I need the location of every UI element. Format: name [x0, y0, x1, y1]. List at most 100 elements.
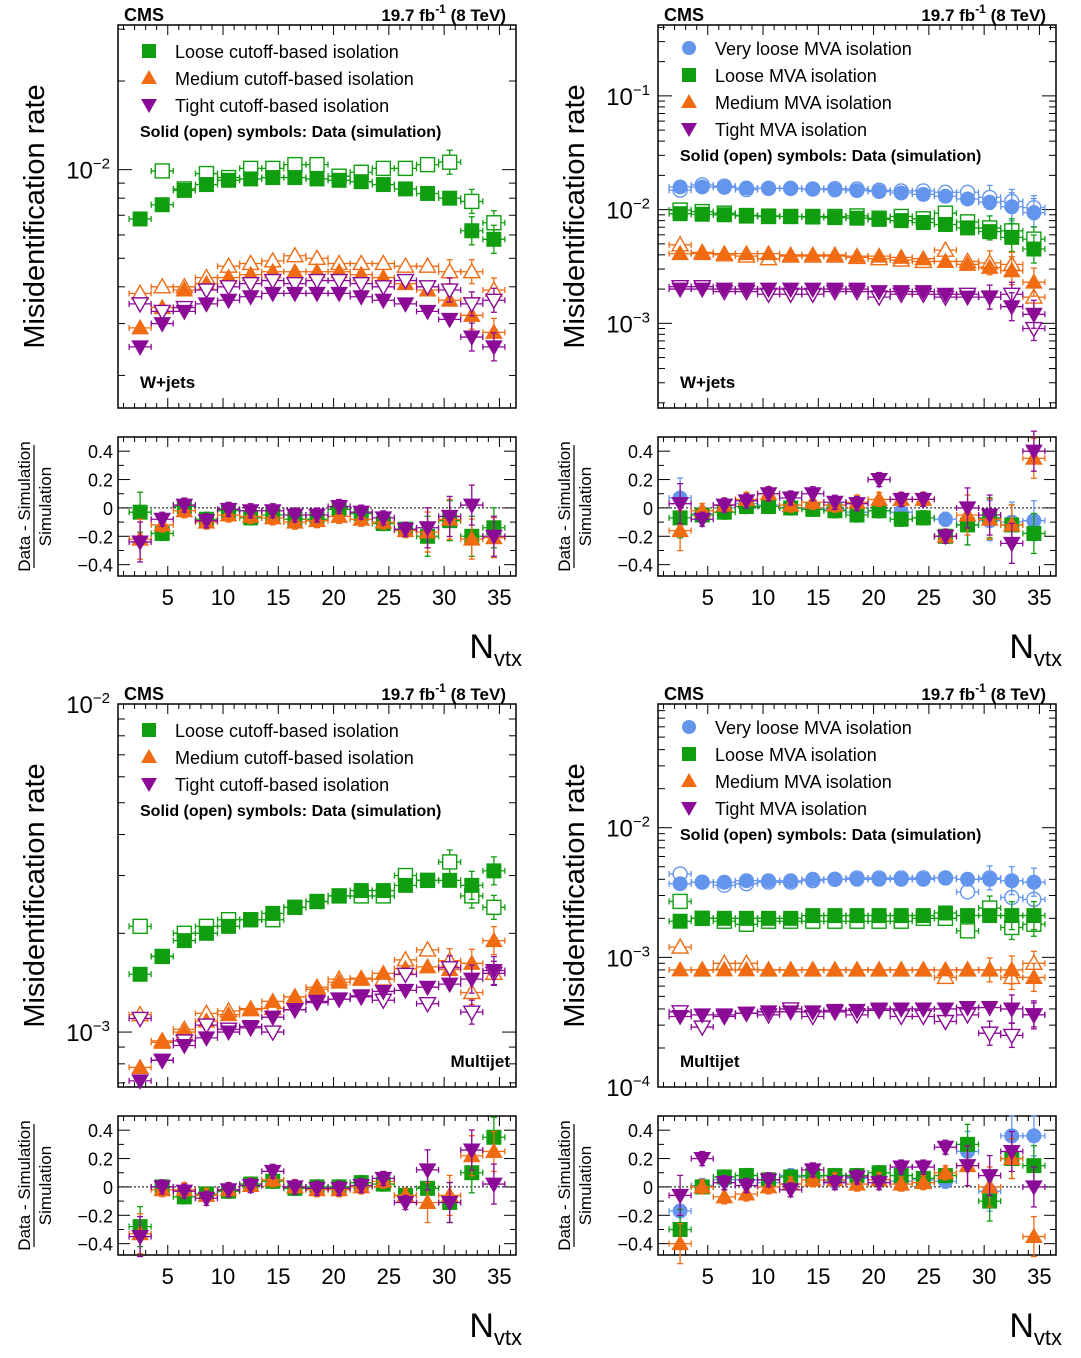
chart0-ratio-point-tight-symbol	[286, 508, 304, 525]
chart0-data-point-loose-symbol	[375, 177, 391, 193]
chart1-data-point-tight	[867, 285, 891, 301]
chart0-ratio-point-tight	[150, 511, 174, 529]
chart1-ratio-point-tight-symbol	[671, 497, 689, 513]
chart1-y-axis-title: Misidentification rate	[559, 84, 591, 348]
chart1-data-point-tight-symbol	[914, 285, 933, 301]
chart2-data-point-loose-symbol	[397, 877, 413, 893]
chart2-sim-point-tight-symbol	[263, 1025, 282, 1042]
chart2-data-point-tight-symbol	[352, 989, 371, 1005]
chart0-sim-point-medium-symbol	[307, 248, 327, 265]
chart2-ratio-point-tight	[438, 1181, 462, 1224]
chart2-data-point-tight	[305, 996, 329, 1012]
chart2-data-point-medium	[216, 1005, 241, 1022]
chart0-sim-point-loose	[460, 188, 484, 215]
chart1-data-point-loose-symbol	[1026, 241, 1042, 257]
chart0-main-frame	[117, 24, 517, 409]
chart1-region-label: W+jets	[680, 373, 735, 392]
chart1-ratio-tick-label: 0	[643, 499, 653, 519]
chart1-ratio-point-loose-symbol	[893, 511, 909, 527]
chart2-data-point-tight-symbol	[131, 1074, 149, 1090]
chart1-y-tick-label: 10−2	[606, 196, 650, 225]
chart0-sim-point-loose	[415, 156, 440, 173]
chart2-data-point-loose	[150, 948, 174, 964]
chart1-data-point-very_loose-symbol	[915, 186, 931, 202]
chart2-data-point-loose-symbol	[442, 872, 458, 888]
chart0-experiment-label: CMS	[124, 5, 164, 25]
chart0-data-point-loose-symbol	[331, 172, 347, 188]
chart2-data-point-medium	[327, 973, 351, 989]
chart1-data-point-very_loose	[933, 188, 958, 204]
chart3-x-tick-label: 10	[751, 1264, 775, 1289]
chart1-data-point-medium	[978, 258, 1002, 274]
chart2-x-tick-label: 25	[377, 1264, 401, 1289]
chart1-data-point-medium	[889, 248, 913, 264]
chart0-ratio-tick-label: −0.4	[77, 556, 113, 576]
chart2-data-point-loose	[349, 883, 373, 899]
chart0-x-tick-label: 35	[487, 585, 511, 610]
chart0-data-point-loose	[482, 224, 506, 254]
chart2-data-point-medium	[415, 957, 440, 974]
chart1-ratio-tick-label: −0.2	[617, 527, 653, 547]
chart2-lumi-label: 19.7 fb-1 (8 TeV)	[381, 681, 506, 704]
chart0-sim-point-loose	[150, 163, 174, 179]
chart0-legend-item-tight: Tight cutoff-based isolation	[141, 96, 389, 116]
chart2-data-point-tight	[150, 1053, 174, 1070]
chart0-sim-point-loose	[393, 160, 418, 177]
chart1-ratio-point-tight	[867, 471, 891, 489]
chart2-ratio-tick-label: 0	[103, 1178, 113, 1198]
chart1-data-point-very_loose	[690, 179, 714, 195]
chart2-legend-symbol-loose	[142, 723, 156, 737]
chart0-data-point-loose-symbol	[154, 197, 170, 213]
chart1-legend-item-loose: Loose MVA isolation	[682, 66, 877, 86]
chart0-ratio-tick-label: −0.2	[77, 527, 113, 547]
chart1-data-point-very_loose-symbol	[871, 184, 887, 200]
chart2-data-point-loose	[305, 894, 329, 910]
chart2-data-point-tight	[128, 1074, 152, 1090]
chart1-data-point-tight-symbol	[671, 282, 689, 299]
chart1-data-point-tight-symbol	[715, 282, 734, 299]
chart0-data-point-tight-symbol	[219, 293, 238, 310]
chart1-data-point-medium	[955, 255, 980, 271]
chart2-data-point-tight	[172, 1038, 196, 1055]
chart1-data-point-very_loose	[801, 181, 825, 197]
chart1-ratio-point-tight-symbol	[892, 492, 911, 509]
chart0-sim-point-loose-symbol	[464, 193, 480, 210]
chart1-data-point-tight	[978, 290, 1002, 307]
chart1-data-point-loose	[845, 210, 869, 226]
chart0-legend-label-medium: Medium cutoff-based isolation	[175, 69, 414, 89]
chart0-sim-point-medium-symbol	[374, 254, 393, 271]
chart0-data-point-tight	[438, 312, 462, 329]
chart2-sim-point-tight	[460, 999, 484, 1025]
chart-svg-top-left: 5 10 15 20 25 30 35 10−2 0.4 0.2 0 −0.2 −0.4 CMS 19.7 …	[15, 2, 522, 671]
chart0-region-label: W+jets	[140, 373, 195, 392]
chart2-sim-point-tight	[128, 1011, 152, 1028]
chart2-ratio-point-tight	[327, 1180, 351, 1198]
chart1-data-point-tight-symbol	[1002, 300, 1021, 316]
chart1-ratio-point-tight	[712, 497, 736, 515]
chart0-y-axis-title: Misidentification rate	[19, 84, 51, 348]
chart0-sim-point-medium	[305, 248, 329, 265]
chart0-ratio-y-title-den: Simulation	[36, 467, 55, 546]
chart1-data-point-medium	[1000, 256, 1024, 286]
chart0-sim-point-tight	[150, 304, 174, 321]
chart1-ratio-point-loose	[845, 507, 869, 523]
chart2-ratio-point-tight	[371, 1170, 395, 1188]
chart1-data-point-very_loose-symbol	[849, 183, 865, 199]
chart1-data-point-tight-symbol	[759, 282, 778, 299]
chart0-ratio-point-tight	[460, 484, 484, 526]
chart0-data-point-tight-symbol	[330, 286, 348, 303]
chart0-data-point-loose-symbol	[353, 174, 369, 190]
chart1-lumi-label: 19.7 fb-1 (8 TeV)	[921, 2, 1046, 25]
chart2-data-point-medium	[261, 992, 285, 1008]
chart2-data-point-medium	[128, 1058, 152, 1074]
chart1-data-point-loose-symbol	[893, 213, 909, 229]
chart1-legend-symbol-medium	[681, 94, 697, 108]
chart0-data-point-medium	[283, 262, 307, 279]
chart1-ratio-tick-label: 0.2	[628, 471, 653, 491]
chart0-ratio-point-tight-symbol	[263, 504, 282, 520]
chart0-sim-point-tight	[305, 273, 329, 290]
chart2-ratio-point-tight-symbol	[330, 1181, 348, 1198]
chart3-y-tick-label: 10−2	[606, 814, 650, 843]
chart1-data-point-loose	[756, 208, 781, 224]
chart0-sim-point-tight	[460, 291, 484, 317]
